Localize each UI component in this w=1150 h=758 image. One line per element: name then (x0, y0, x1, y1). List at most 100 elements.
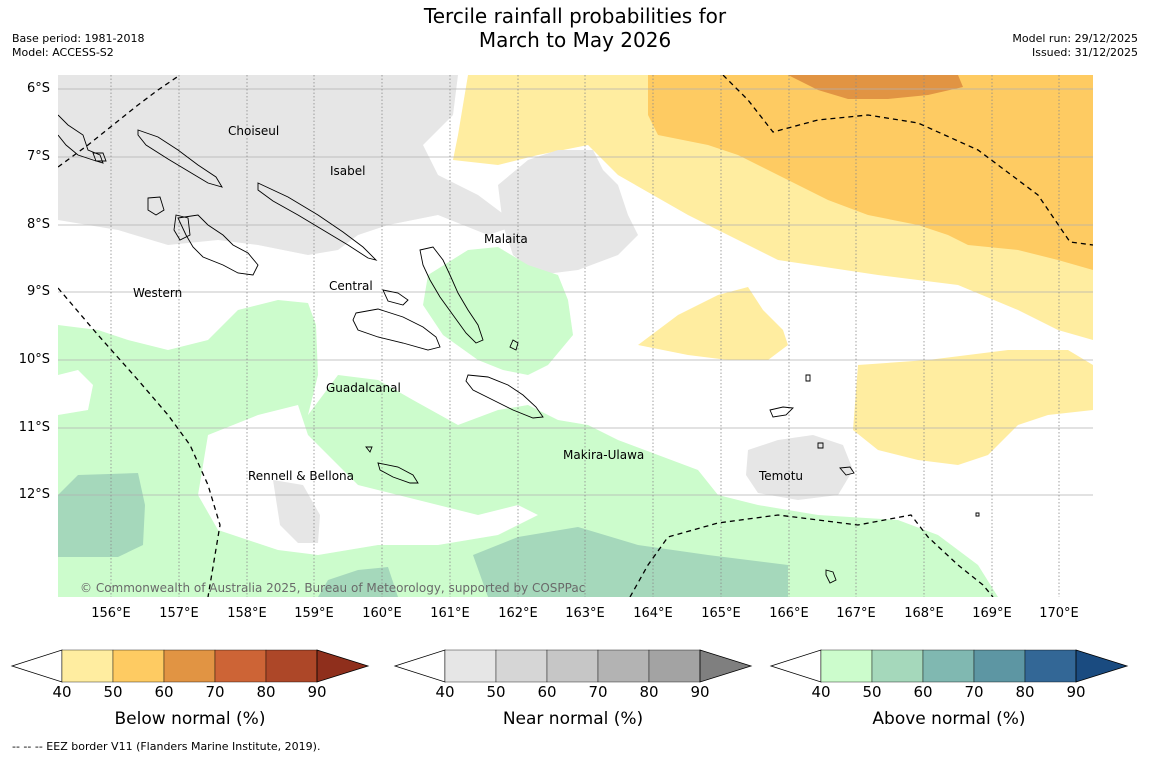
above-normal-50-region-s2 (318, 567, 398, 597)
above-tick-80: 80 (1015, 683, 1035, 701)
meta-right: Model run: 29/12/2025 Issued: 31/12/2025 (1012, 32, 1138, 60)
above-normal-50-region-sw (58, 473, 145, 557)
map-title: Tercile rainfall probabilities for March… (0, 4, 1150, 52)
near-swatch-60 (546, 649, 599, 683)
map-panel: Choiseul Isabel Malaita Western Central … (58, 75, 1093, 597)
shortland-coast (92, 152, 107, 162)
lon-label-161e: 161°E (430, 606, 470, 621)
below-normal-colorbar (10, 649, 370, 683)
florida-islands-coast (382, 289, 409, 306)
above-normal-40-region-n (423, 247, 573, 375)
below-tick-90: 90 (307, 683, 327, 701)
above-tick-50: 50 (862, 683, 882, 701)
lat-label-9s: 9°S (26, 284, 50, 299)
colorbars-svg (10, 649, 1129, 683)
small-malaita-coast (509, 339, 519, 351)
below-swatch-70 (214, 649, 267, 683)
lon-label-156e: 156°E (91, 606, 131, 621)
near-tick-60: 60 (537, 683, 557, 701)
eez-borders (58, 75, 1093, 597)
label-choiseul: Choiseul (228, 124, 279, 138)
near-tick-90: 90 (690, 683, 710, 701)
below-tick-80: 80 (256, 683, 276, 701)
reef-islands-coast (805, 374, 811, 382)
below-tick-60: 60 (154, 683, 174, 701)
lat-label-12s: 12°S (18, 487, 50, 502)
lon-label-158e: 158°E (227, 606, 267, 621)
below-swatch-80 (265, 649, 318, 683)
latitude-gridlines (58, 88, 1093, 496)
near-normal-region-sw2 (273, 480, 320, 543)
label-guadalcanal: Guadalcanal (326, 381, 401, 395)
near-tick-50: 50 (486, 683, 506, 701)
near-swatch-70 (597, 649, 650, 683)
title-line-2: March to May 2026 (478, 28, 672, 52)
near-swatch-40 (444, 649, 497, 683)
meta-left: Base period: 1981-2018 Model: ACCESS-S2 (12, 32, 144, 60)
above-swatch-80 (1024, 649, 1077, 683)
near-tick-80: 80 (639, 683, 659, 701)
near-swatch-90 (699, 649, 753, 683)
lon-label-162e: 162°E (498, 606, 538, 621)
above-normal-50-region-s (473, 527, 788, 597)
below-tick-50: 50 (103, 683, 123, 701)
fatutaka-coast (825, 569, 837, 584)
malaita-coast (419, 246, 484, 344)
issued-date: Issued: 31/12/2025 (1031, 46, 1138, 59)
makira-coast (465, 374, 544, 419)
above-swatch-40 (820, 649, 873, 683)
below-normal-40-region-south (853, 350, 1093, 465)
above-normal-colorbar (769, 649, 1129, 683)
near-normal-label: Near normal (%) (502, 709, 644, 729)
guadalcanal-coast (352, 308, 441, 351)
lon-label-170e: 170°E (1039, 606, 1079, 621)
utupua-coast (817, 442, 824, 449)
isabel-coast (257, 182, 378, 261)
lat-label-11s: 11°S (18, 420, 50, 435)
island-coastlines (58, 114, 980, 584)
above-swatch-60 (922, 649, 975, 683)
above-tick-70: 70 (964, 683, 984, 701)
near-swatch-50 (495, 649, 548, 683)
model-name: Model: ACCESS-S2 (12, 46, 114, 59)
lon-label-167e: 167°E (836, 606, 876, 621)
model-run: Model run: 29/12/2025 (1012, 32, 1138, 45)
neutral-region-west (58, 370, 93, 415)
below-swatch-60 (163, 649, 216, 683)
lon-label-157e: 157°E (159, 606, 199, 621)
near-normal-region-n (498, 150, 638, 275)
near-tick-70: 70 (588, 683, 608, 701)
label-central: Central (329, 279, 373, 293)
choiseul-coast (137, 129, 223, 188)
eez-footnote: -- -- -- EEZ border V11 (Flanders Marine… (12, 740, 321, 753)
lon-label-165e: 165°E (701, 606, 741, 621)
above-swatch-90 (1075, 649, 1129, 683)
below-swatch-40 (61, 649, 114, 683)
lon-label-166e: 166°E (769, 606, 809, 621)
above-swatch-50 (871, 649, 924, 683)
label-western: Western (133, 286, 182, 300)
vella-lavella-coast (147, 196, 165, 216)
below-normal-40-region-mid (638, 287, 788, 360)
bellona-coast (365, 446, 373, 453)
above-normal-label: Above normal (%) (872, 709, 1026, 729)
above-swatch-70 (973, 649, 1026, 683)
below-normal-60-region (788, 75, 963, 99)
below-tick-40: 40 (52, 683, 72, 701)
ranongga-coast (173, 214, 191, 241)
lon-label-163e: 163°E (565, 606, 605, 621)
below-normal-50-region (648, 75, 1093, 270)
lon-label-169e: 169°E (972, 606, 1012, 621)
vanikoro-coast (839, 466, 855, 476)
above-tick-90: 90 (1066, 683, 1086, 701)
label-rennell: Rennell & Bellona (248, 469, 354, 483)
lon-label-164e: 164°E (633, 606, 673, 621)
copyright-text: © Commonwealth of Australia 2025, Bureau… (80, 581, 585, 595)
title-line-1: Tercile rainfall probabilities for (423, 4, 727, 28)
below-tick-70: 70 (205, 683, 225, 701)
base-period: Base period: 1981-2018 (12, 32, 145, 45)
bougainville-coast (58, 114, 104, 164)
rennell-coast (377, 462, 419, 484)
lon-label-160e: 160°E (362, 606, 402, 621)
lat-label-7s: 7°S (26, 149, 50, 164)
